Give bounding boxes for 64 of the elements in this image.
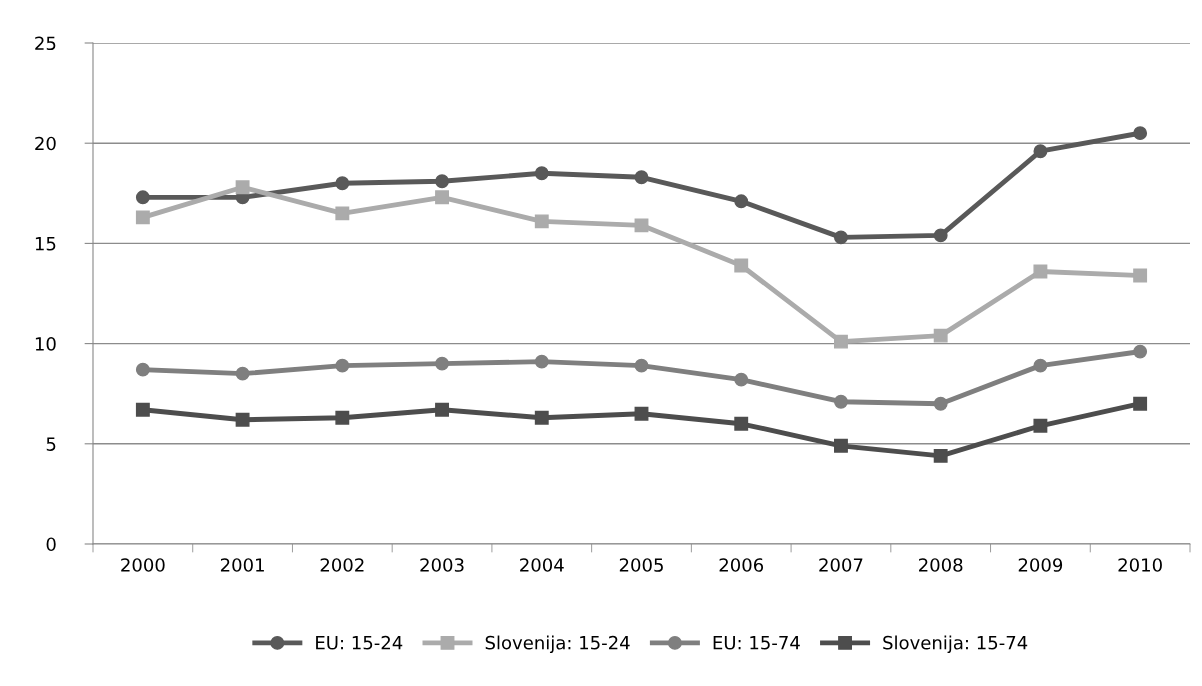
point <box>235 366 250 381</box>
x-tick-label: 2009 <box>1018 558 1063 572</box>
point <box>1033 358 1048 373</box>
x-tick-label: 2002 <box>320 558 364 572</box>
point <box>1133 268 1148 283</box>
x-tick-label: 2007 <box>819 558 863 572</box>
point <box>335 206 350 221</box>
x-tick-label: 2001 <box>220 558 264 572</box>
point <box>135 402 150 417</box>
point <box>933 396 948 411</box>
point <box>734 416 749 431</box>
y-tick-label: 15 <box>35 237 56 251</box>
point <box>1033 144 1048 159</box>
point <box>435 190 449 205</box>
point <box>634 358 649 373</box>
point <box>135 190 150 205</box>
point <box>534 214 549 229</box>
point <box>1033 418 1048 433</box>
point <box>1133 344 1148 359</box>
point <box>1133 396 1148 411</box>
legend-label: Slovenija: 15-24 <box>485 635 630 653</box>
point <box>834 394 848 409</box>
y-tick-label: 10 <box>35 337 56 351</box>
point <box>135 362 150 377</box>
x-tick-label: 2008 <box>919 558 963 572</box>
legend-label: EU: 15-74 <box>713 636 800 650</box>
point <box>933 228 948 243</box>
point <box>435 174 449 189</box>
x-tick-label: 2006 <box>719 558 764 572</box>
y-tick-label: 0 <box>46 537 56 552</box>
point <box>734 194 749 209</box>
point <box>335 410 350 425</box>
point <box>634 170 649 185</box>
point <box>1033 264 1048 279</box>
point <box>435 356 449 371</box>
point <box>135 210 150 225</box>
point <box>933 448 948 463</box>
point <box>534 354 549 369</box>
point <box>834 334 848 349</box>
point <box>933 328 948 343</box>
point <box>834 438 848 453</box>
x-tick-label: 2010 <box>1118 558 1162 572</box>
point <box>534 166 549 181</box>
y-tick-label: 25 <box>35 36 56 51</box>
point <box>435 402 449 417</box>
y-tick-label: 5 <box>46 437 56 451</box>
point <box>1133 126 1148 141</box>
point <box>335 358 350 373</box>
point <box>534 410 549 425</box>
point <box>335 176 350 191</box>
point <box>634 406 649 421</box>
point <box>634 218 649 233</box>
point <box>734 372 749 387</box>
x-tick-label: 2000 <box>121 558 165 572</box>
x-tick-label: 2003 <box>420 558 464 572</box>
point <box>235 412 250 427</box>
point <box>834 230 848 245</box>
point <box>734 258 749 273</box>
legend-label: EU: 15-24 <box>316 635 403 650</box>
legend-label: Slovenija: 15-74 <box>883 635 1028 653</box>
y-tick-label: 20 <box>35 136 56 151</box>
x-tick-label: 2005 <box>619 558 663 572</box>
x-tick-label: 2004 <box>520 558 564 572</box>
point <box>235 180 250 195</box>
